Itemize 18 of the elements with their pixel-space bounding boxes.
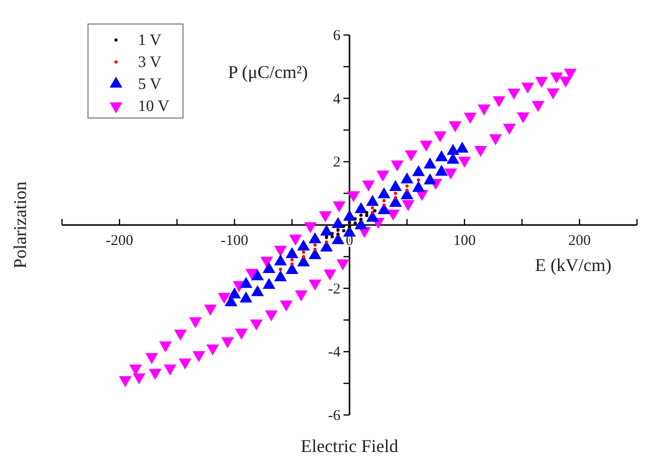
y-tick-label: -2: [328, 281, 340, 298]
y-tick-label: -4: [328, 344, 341, 361]
y-axis-title: Polarization: [10, 182, 30, 268]
legend-label: 1 V: [138, 32, 162, 49]
y-tick-label: -6: [328, 408, 341, 424]
annotation: E (kV/cm): [535, 255, 612, 275]
x-tick-label: 200: [568, 233, 591, 249]
legend-label: 10 V: [138, 98, 170, 115]
x-tick-label: -200: [106, 233, 134, 249]
legend-label: 3 V: [138, 54, 162, 71]
x-tick-label: 100: [453, 233, 476, 249]
y-tick-label: 6: [333, 28, 341, 44]
annotation: P (μC/cm²): [228, 62, 308, 82]
x-tick-label: -100: [220, 233, 248, 249]
y-tick-label: 2: [333, 154, 340, 171]
x-axis-title: Electric Field: [300, 436, 398, 456]
legend-label: 5 V: [138, 76, 162, 93]
y-tick-label: 4: [333, 91, 341, 108]
